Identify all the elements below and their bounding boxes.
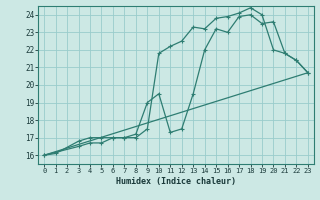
X-axis label: Humidex (Indice chaleur): Humidex (Indice chaleur)	[116, 177, 236, 186]
